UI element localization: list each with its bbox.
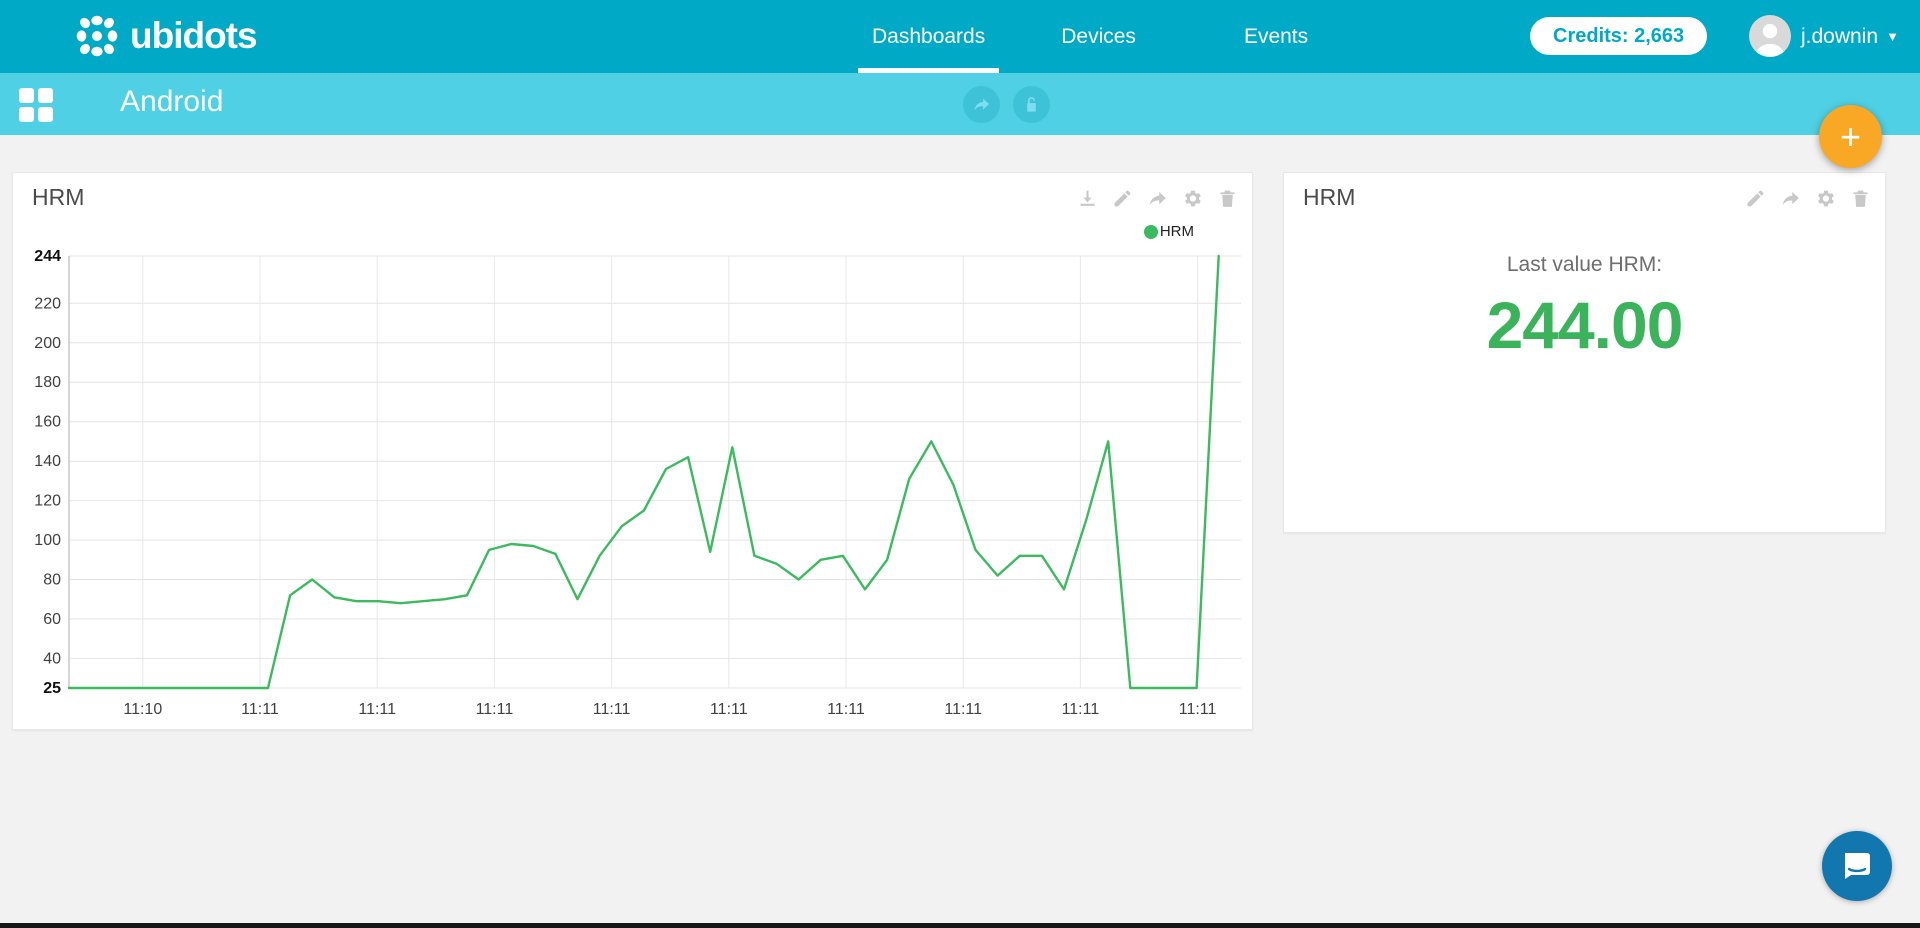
share-icon[interactable]	[1147, 188, 1168, 209]
dashboard-title: Android	[120, 85, 224, 118]
edit-icon[interactable]	[1745, 188, 1766, 209]
share-icon[interactable]	[1780, 188, 1801, 209]
username: j.downin	[1801, 24, 1879, 48]
svg-text:140: 140	[34, 453, 61, 470]
ubidots-dots-icon	[76, 15, 118, 57]
brand-name: ubidots	[130, 15, 258, 56]
intercom-chat-button[interactable]	[1822, 831, 1892, 901]
svg-text:11:11: 11:11	[1062, 701, 1100, 718]
widget-title: HRM	[1303, 184, 1356, 210]
svg-text:11:11: 11:11	[358, 701, 396, 718]
delete-icon[interactable]	[1850, 188, 1871, 209]
share-icon	[974, 98, 990, 111]
legend-dot-icon	[1143, 224, 1158, 239]
svg-text:11:11: 11:11	[710, 701, 748, 718]
dashboards-grid-icon[interactable]	[19, 88, 53, 122]
main-nav-tabs: Dashboards Devices Events	[858, 0, 1322, 73]
tab-devices[interactable]: Devices	[1061, 25, 1136, 48]
svg-text:180: 180	[34, 374, 61, 391]
download-icon[interactable]	[1077, 188, 1098, 209]
svg-text:11:10: 11:10	[123, 701, 162, 718]
legend-label: HRM	[1159, 223, 1194, 240]
user-avatar[interactable]	[1749, 15, 1791, 57]
credits-badge[interactable]: Credits: 2,663	[1530, 17, 1708, 55]
hrm-last-value-widget: HRM Last value HRM: 244.00	[1283, 172, 1886, 533]
chart-widget-toolbar	[1077, 188, 1238, 209]
svg-text:160: 160	[34, 414, 61, 431]
svg-text:11:11: 11:11	[593, 701, 631, 718]
add-widget-button[interactable]: +	[1819, 105, 1882, 168]
lock-dashboard-button[interactable]	[1013, 86, 1050, 123]
settings-icon[interactable]	[1182, 188, 1203, 209]
svg-text:60: 60	[43, 611, 61, 628]
delete-icon[interactable]	[1217, 188, 1238, 209]
svg-text:25: 25	[43, 680, 61, 697]
tab-dashboards[interactable]: Dashboards	[858, 0, 1000, 73]
person-icon	[1755, 23, 1785, 57]
value-widget-toolbar	[1745, 188, 1871, 209]
user-menu[interactable]: j.downin ▼	[1801, 0, 1899, 73]
top-nav-bar: ubidots Dashboards Devices Events Credit…	[0, 0, 1920, 73]
svg-text:11:11: 11:11	[476, 701, 514, 718]
ubidots-logo[interactable]: ubidots	[74, 13, 258, 59]
svg-text:220: 220	[34, 295, 61, 312]
chat-icon	[1845, 853, 1870, 879]
hrm-chart-widget: HRM HRM 244 220 200 180 160 140 120 100 80 60 40 25…	[12, 172, 1253, 730]
svg-text:100: 100	[34, 532, 61, 549]
svg-text:11:11: 11:11	[944, 701, 982, 718]
chart-legend[interactable]: HRM	[1143, 223, 1194, 240]
svg-text:40: 40	[43, 650, 61, 667]
svg-text:244: 244	[34, 248, 61, 265]
svg-text:120: 120	[34, 493, 61, 510]
edit-icon[interactable]	[1112, 188, 1133, 209]
last-value-content: Last value HRM: 244.00	[1284, 253, 1885, 363]
svg-text:11:11: 11:11	[1179, 701, 1217, 718]
lock-open-icon	[1027, 97, 1036, 112]
last-value-number: 244.00	[1486, 288, 1684, 362]
chevron-down-icon: ▼	[1886, 29, 1899, 44]
settings-icon[interactable]	[1815, 188, 1836, 209]
svg-text:200: 200	[34, 335, 61, 352]
last-value-label: Last value HRM:	[1506, 253, 1663, 276]
widget-title: HRM	[32, 184, 85, 210]
svg-text:80: 80	[43, 572, 61, 589]
dashboard-header-bar: Android	[0, 73, 1920, 135]
share-dashboard-button[interactable]	[963, 86, 1000, 123]
svg-text:11:11: 11:11	[827, 701, 865, 718]
tab-events[interactable]: Events	[1243, 25, 1309, 48]
hrm-line-chart: 244 220 200 180 160 140 120 100 80 60 40 25 11:10 11:…	[34, 248, 1241, 718]
bottom-edge-strip	[0, 923, 1920, 928]
svg-text:11:11: 11:11	[241, 701, 279, 718]
